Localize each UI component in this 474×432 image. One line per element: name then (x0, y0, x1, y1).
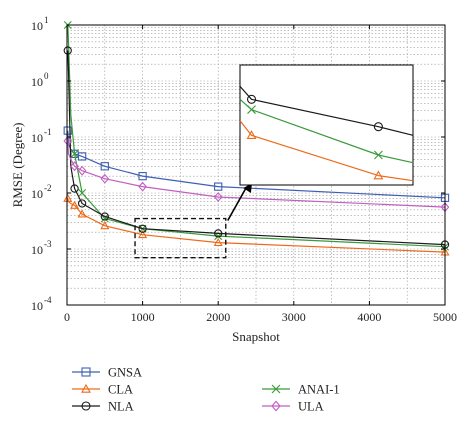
inset-data-point (373, 122, 383, 132)
y-tick-base: 10 (31, 19, 43, 33)
x-tick-label: 4000 (357, 310, 381, 324)
legend: GNSA ANAI-1 CLA ULA NLA (72, 366, 340, 414)
data-point-anai-1 (70, 149, 79, 158)
series-line-gnsa (67, 130, 446, 199)
y-tick-label: 10 1 (31, 15, 49, 33)
inset-series-1 (239, 98, 414, 164)
data-point-ula (100, 173, 110, 184)
y-axis-label: RMSE (Degree) (10, 123, 25, 208)
data-point-cla (213, 237, 223, 247)
legend-item-anai-1: ANAI-1 (262, 383, 340, 397)
data-point-cla (77, 209, 87, 218)
y-tick-exponent: -1 (44, 127, 52, 137)
data-point-cla (138, 229, 148, 239)
y-tick-label: 10 -3 (31, 239, 52, 257)
legend-label: NLA (108, 400, 134, 414)
series-nla (63, 46, 450, 249)
y-tick-label: 10 -2 (31, 183, 52, 201)
data-point-nla (77, 199, 87, 208)
legend-label: GNSA (108, 366, 142, 380)
inset-frame (239, 64, 414, 186)
data-point-nla (214, 229, 223, 238)
inset-series-line (239, 86, 414, 136)
data-point-ula (77, 165, 87, 176)
legend-marker (271, 384, 281, 394)
y-tick-exponent: -3 (44, 239, 52, 249)
x-tick-label: 0 (64, 310, 70, 324)
inset-plot (239, 64, 414, 186)
inset-data-point (246, 94, 257, 104)
x-tick-label: 1000 (131, 310, 155, 324)
data-point-gnsa (138, 171, 147, 181)
inset-series-line (239, 120, 414, 182)
plot-frame (66, 24, 446, 306)
y-tick-exponent: 1 (44, 15, 49, 25)
legend-label: ULA (298, 400, 324, 414)
inset-data-point (246, 130, 257, 140)
data-point-ula (213, 191, 223, 202)
x-tick-label: 2000 (206, 310, 230, 324)
data-point-gnsa (77, 152, 87, 161)
inset-series-line (239, 98, 414, 164)
data-point-anai-1 (100, 214, 109, 223)
inset-data-point (374, 150, 383, 160)
data-point-cla (70, 200, 80, 209)
data-point-nla (100, 212, 109, 221)
legend-label: CLA (108, 383, 133, 397)
y-tick-exponent: 0 (44, 71, 49, 81)
y-tick-base: 10 (31, 131, 43, 145)
x-axis-label: Snapshot (232, 329, 280, 344)
data-point-nla (138, 224, 147, 233)
legend-marker (81, 367, 91, 377)
y-tick-base: 10 (31, 299, 43, 313)
zoom-region-box (134, 217, 227, 259)
series-layer (63, 21, 450, 256)
legend-marker (81, 383, 91, 393)
y-tick-base: 10 (31, 75, 43, 89)
data-point-anai-1 (78, 189, 87, 197)
inset-data-point (373, 170, 384, 180)
data-point-cla (63, 193, 73, 202)
y-tick-base: 10 (31, 243, 43, 257)
series-line-nla (67, 50, 446, 246)
data-point-ula (63, 135, 73, 146)
data-point-ula (70, 161, 79, 172)
legend-item-ula: ULA (262, 400, 324, 414)
legend-marker (271, 400, 281, 412)
data-point-cla (100, 221, 110, 230)
y-tick-label: 10 0 (31, 71, 49, 89)
legend-item-nla: NLA (72, 400, 134, 414)
inset-series-0 (239, 86, 414, 136)
legend-item-gnsa: GNSA (72, 366, 142, 380)
y-tick-base: 10 (31, 187, 43, 201)
data-point-gnsa (214, 182, 223, 191)
zoom-arrow (227, 187, 247, 221)
legend-item-cla: CLA (72, 383, 133, 397)
legend-marker (81, 401, 91, 411)
legend-label: ANAI-1 (298, 383, 340, 397)
x-tick-label: 5000 (433, 310, 457, 324)
x-tick-label: 3000 (282, 310, 306, 324)
inset-data-point (247, 105, 256, 114)
data-point-ula (138, 181, 147, 192)
y-tick-exponent: -4 (44, 295, 52, 305)
data-point-nla (63, 46, 72, 55)
series-line-ula (67, 140, 446, 208)
series-cla (63, 193, 450, 256)
data-point-gnsa (63, 126, 72, 135)
data-point-nla (70, 184, 79, 193)
series-line-cla (67, 198, 446, 253)
y-tick-exponent: -2 (44, 183, 52, 193)
data-point-gnsa (100, 162, 109, 171)
y-tick-label: 10 -1 (31, 127, 52, 145)
series-ula (63, 135, 450, 213)
y-tick-label: 10 -4 (31, 295, 52, 313)
inset-series-2 (239, 120, 414, 182)
